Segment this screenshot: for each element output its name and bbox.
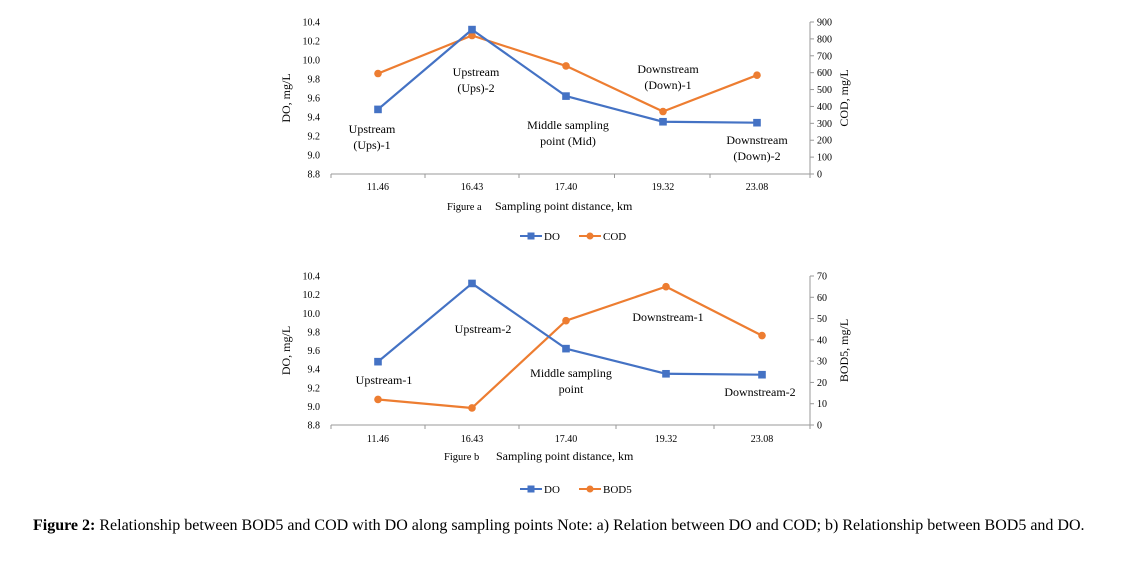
chart-a-ytick-left: 8.8	[308, 170, 321, 181]
chart-a-point-do	[659, 117, 667, 126]
chart-b-ytick-right: 60	[817, 293, 827, 304]
chart-b-point-bod5	[374, 395, 382, 404]
chart-a-annotation: Downstream (Down)-2	[726, 133, 788, 163]
chart-b-xtick-label: 16.43	[461, 434, 484, 445]
chart-a-legend-marker-cod	[586, 232, 594, 240]
chart-a-ytick-right: 500	[817, 85, 832, 96]
chart-b-point-do	[662, 369, 670, 378]
chart-b-ytick-left: 10.2	[303, 290, 321, 301]
chart-a-series-line-do	[377, 28, 758, 124]
chart-a-ytick-right: 200	[817, 136, 832, 147]
chart-a-ytick-right: 300	[817, 119, 832, 130]
chart-a-ytick-left: 10.4	[303, 18, 321, 29]
chart-a-point-cod	[562, 62, 570, 70]
chart-b-point-do	[374, 357, 382, 366]
chart-a-xtick-label: 11.46	[367, 182, 389, 193]
chart-b-xtick-label: 23.08	[751, 434, 774, 445]
chart-b-point-bod5	[468, 404, 476, 412]
chart-a-annotation: Downstream (Down)-1	[637, 62, 699, 92]
chart-b-ytick-left: 9.4	[308, 365, 321, 376]
chart-a-ylabel-right: COD, mg/L	[837, 69, 851, 126]
chart-a-annotation: Upstream (Ups)-2	[453, 65, 500, 95]
chart-b-series-line-do	[377, 282, 763, 376]
chart-b-ytick-left: 9.8	[308, 327, 321, 338]
chart-b-ytick-right: 20	[817, 378, 827, 389]
chart-a-xtick-label: 23.08	[746, 182, 769, 193]
chart-b-legend-marker-bod5	[586, 485, 594, 493]
chart-b-annotation: Middle sampling point	[530, 366, 612, 396]
chart-b-ytick-right: 50	[817, 314, 827, 325]
chart-a-xtick-label: 19.32	[652, 182, 675, 193]
chart-b-xtick-label: 11.46	[367, 434, 389, 445]
chart-a-ytick-left: 10.2	[303, 37, 321, 48]
chart-a-ytick-right: 0	[817, 170, 822, 181]
chart-a-xtick-label: 17.40	[555, 182, 578, 193]
chart-a-annotation: Upstream (Ups)-1	[349, 122, 396, 152]
chart-a-series-line-cod	[377, 34, 758, 113]
chart-a-ytick-left: 9.0	[308, 151, 321, 162]
chart-b-ytick-right: 70	[817, 272, 827, 283]
chart-a-point-cod	[659, 107, 667, 116]
chart-b-ylabel-left: DO, mg/L	[279, 326, 293, 375]
chart-b-ylabel-right: BOD5, mg/L	[837, 319, 851, 382]
chart-b-xlabel: Sampling point distance, km	[496, 449, 634, 463]
chart-b-annotation: Downstream-2	[724, 385, 795, 399]
chart-b-ytick-left: 9.0	[308, 402, 321, 413]
chart-b-legend-label-bod5: BOD5	[603, 484, 632, 496]
chart-b-xtick-label: 19.32	[655, 434, 678, 445]
chart-b-legend-label-do: DO	[544, 484, 560, 496]
chart-a-legend-label-do: DO	[544, 231, 560, 243]
chart-b-point-bod5	[662, 282, 670, 291]
chart-a-legend-label-cod: COD	[603, 231, 626, 243]
chart-a-point-cod	[468, 31, 476, 40]
chart-a-ytick-left: 9.2	[308, 132, 321, 143]
chart-b-point-do	[468, 279, 476, 288]
chart-a-point-do	[753, 118, 761, 127]
chart-b-point-bod5	[758, 331, 766, 340]
caption-text: Relationship between BOD5 and COD with D…	[95, 517, 1085, 534]
figure-caption: Figure 2: Relationship between BOD5 and …	[33, 515, 1123, 536]
chart-a-xlabel: Sampling point distance, km	[495, 199, 633, 213]
chart-b-ytick-left: 9.2	[308, 383, 321, 394]
chart-a-ytick-left: 10.0	[303, 56, 321, 67]
chart-a-xtick-label: 16.43	[461, 182, 484, 193]
chart-b-annotation: Upstream-2	[455, 322, 512, 336]
chart-b-annotation: Upstream-1	[356, 373, 413, 387]
chart-b-point-do	[758, 370, 766, 379]
chart-a-ytick-right: 700	[817, 51, 832, 62]
chart-b-ytick-right: 10	[817, 399, 827, 410]
chart-b-legend-marker-do	[527, 485, 535, 493]
chart-a-ytick-right: 800	[817, 34, 832, 45]
chart-a-figure-tag: Figure a	[447, 202, 482, 213]
chart-b-ytick-left: 10.0	[303, 309, 321, 320]
chart-b-ytick-left: 10.4	[303, 272, 321, 283]
chart-a-ylabel-left: DO, mg/L	[279, 73, 293, 122]
chart-b-point-do	[562, 344, 570, 353]
chart-b-ytick-left: 8.8	[308, 421, 321, 432]
caption-label: Figure 2:	[33, 517, 96, 534]
chart-b-annotation: Downstream-1	[632, 310, 703, 324]
chart-a-ytick-left: 9.6	[308, 94, 321, 105]
chart-b-ytick-right: 40	[817, 335, 827, 346]
chart-b-ytick-left: 9.6	[308, 346, 321, 357]
chart-a-legend-marker-do	[527, 232, 535, 240]
chart-b-point-bod5	[562, 316, 570, 325]
chart-a-point-cod	[374, 69, 382, 78]
chart-a-annotation: Middle sampling point (Mid)	[527, 118, 609, 148]
charts-canvas: 10.410.210.09.89.69.49.29.08.89008007006…	[279, 18, 851, 497]
chart-a-ytick-left: 9.4	[308, 113, 321, 124]
chart-b-xtick-label: 17.40	[555, 434, 578, 445]
chart-b-figure-tag: Figure b	[444, 452, 479, 463]
chart-a-ytick-right: 400	[817, 102, 832, 113]
chart-a-ytick-right: 600	[817, 68, 832, 79]
chart-a-point-do	[468, 25, 476, 34]
chart-a-point-do	[562, 92, 570, 100]
chart-b-ytick-right: 30	[817, 357, 827, 368]
chart-a-point-do	[374, 105, 382, 114]
chart-a-ytick-right: 900	[817, 18, 832, 29]
chart-a-ytick-right: 100	[817, 153, 832, 164]
chart-a-point-cod	[753, 71, 761, 79]
chart-b-ytick-right: 0	[817, 421, 822, 432]
chart-a-ytick-left: 9.8	[308, 75, 321, 86]
